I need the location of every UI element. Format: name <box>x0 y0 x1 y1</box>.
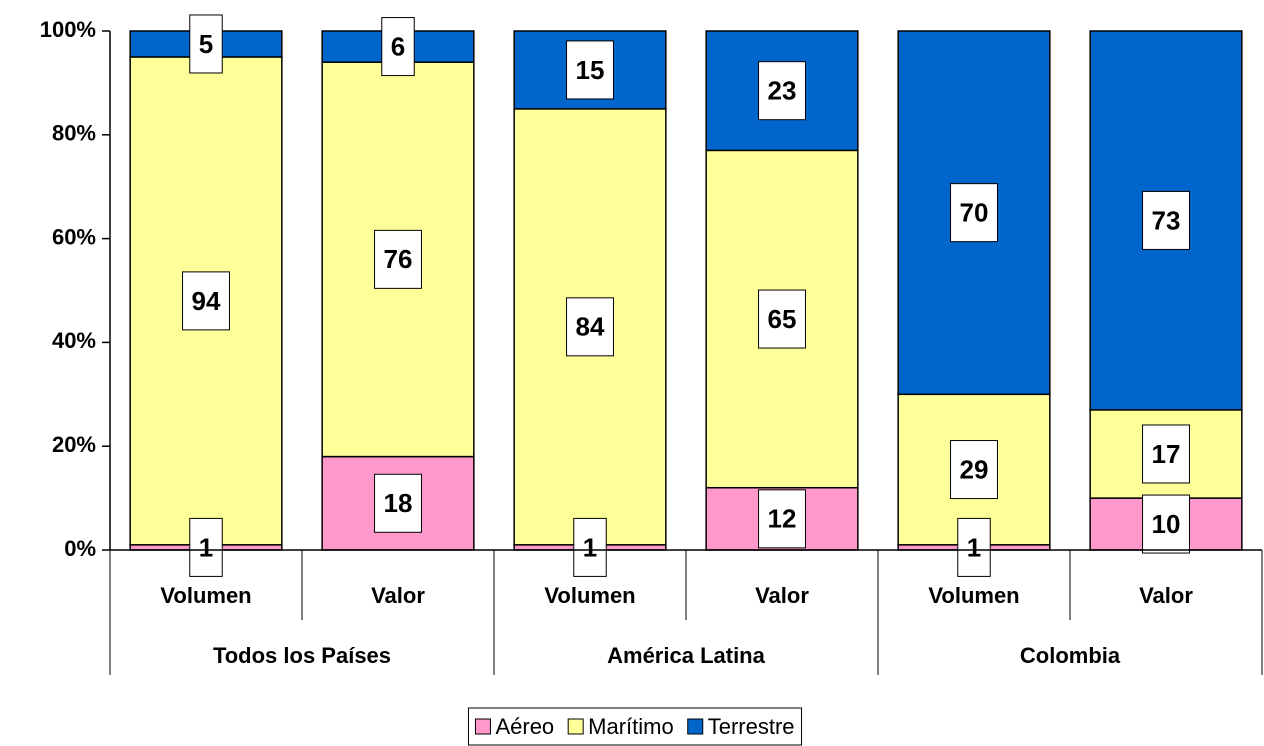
data-label: 6 <box>391 31 405 61</box>
data-label-box <box>374 229 422 289</box>
data-label: 18 <box>384 488 413 518</box>
data-label: 10 <box>1152 509 1181 539</box>
data-label-box <box>758 489 806 549</box>
x-tick-label: Valor <box>371 583 425 608</box>
data-label-box <box>1142 424 1190 484</box>
data-label: 15 <box>576 55 605 85</box>
data-label: 76 <box>384 244 413 274</box>
y-tick-label: 60% <box>52 224 96 249</box>
group-label: Todos los Países <box>213 643 391 668</box>
data-label-box <box>182 271 230 331</box>
data-label: 94 <box>192 286 221 316</box>
data-label: 70 <box>960 198 989 228</box>
group-label: América Latina <box>607 643 765 668</box>
legend-swatch <box>474 718 491 735</box>
data-label: 12 <box>768 504 797 534</box>
x-tick-label: Volumen <box>544 583 635 608</box>
data-label-box <box>758 61 806 121</box>
y-tick-label: 20% <box>52 432 96 457</box>
legend-swatch <box>687 718 704 735</box>
y-tick-label: 80% <box>52 121 96 146</box>
data-label: 23 <box>768 76 797 106</box>
legend <box>467 707 803 746</box>
data-label: 65 <box>768 304 797 334</box>
data-label: 1 <box>199 532 213 562</box>
legend-label: Marítimo <box>588 714 674 739</box>
group-label: Colombia <box>1020 643 1121 668</box>
data-label: 17 <box>1152 439 1181 469</box>
data-label-box <box>950 440 998 500</box>
data-label-box <box>566 40 614 100</box>
x-tick-label: Volumen <box>928 583 1019 608</box>
x-tick-label: Valor <box>755 583 809 608</box>
data-label-box <box>950 183 998 243</box>
data-label-box <box>573 517 607 577</box>
legend-swatch <box>567 718 584 735</box>
data-label-box <box>1142 494 1190 554</box>
data-label: 1 <box>583 532 597 562</box>
data-label-box <box>758 289 806 349</box>
data-label: 29 <box>960 454 989 484</box>
data-label: 73 <box>1152 205 1181 235</box>
data-label-box <box>957 517 991 577</box>
legend-label: Aéreo <box>495 714 554 739</box>
data-label: 1 <box>967 532 981 562</box>
data-label: 5 <box>199 29 213 59</box>
x-tick-label: Valor <box>1139 583 1193 608</box>
data-label: 84 <box>576 312 605 342</box>
x-tick-label: Volumen <box>160 583 251 608</box>
y-tick-label: 40% <box>52 328 96 353</box>
data-label-box <box>189 14 223 74</box>
data-label-box <box>374 473 422 533</box>
y-tick-label: 100% <box>40 17 96 42</box>
y-tick-label: 0% <box>64 536 96 561</box>
data-label-box <box>566 297 614 357</box>
data-label-box <box>1142 190 1190 250</box>
data-label-box <box>381 17 415 77</box>
data-label-box <box>189 517 223 577</box>
legend-label: Terrestre <box>708 714 795 739</box>
